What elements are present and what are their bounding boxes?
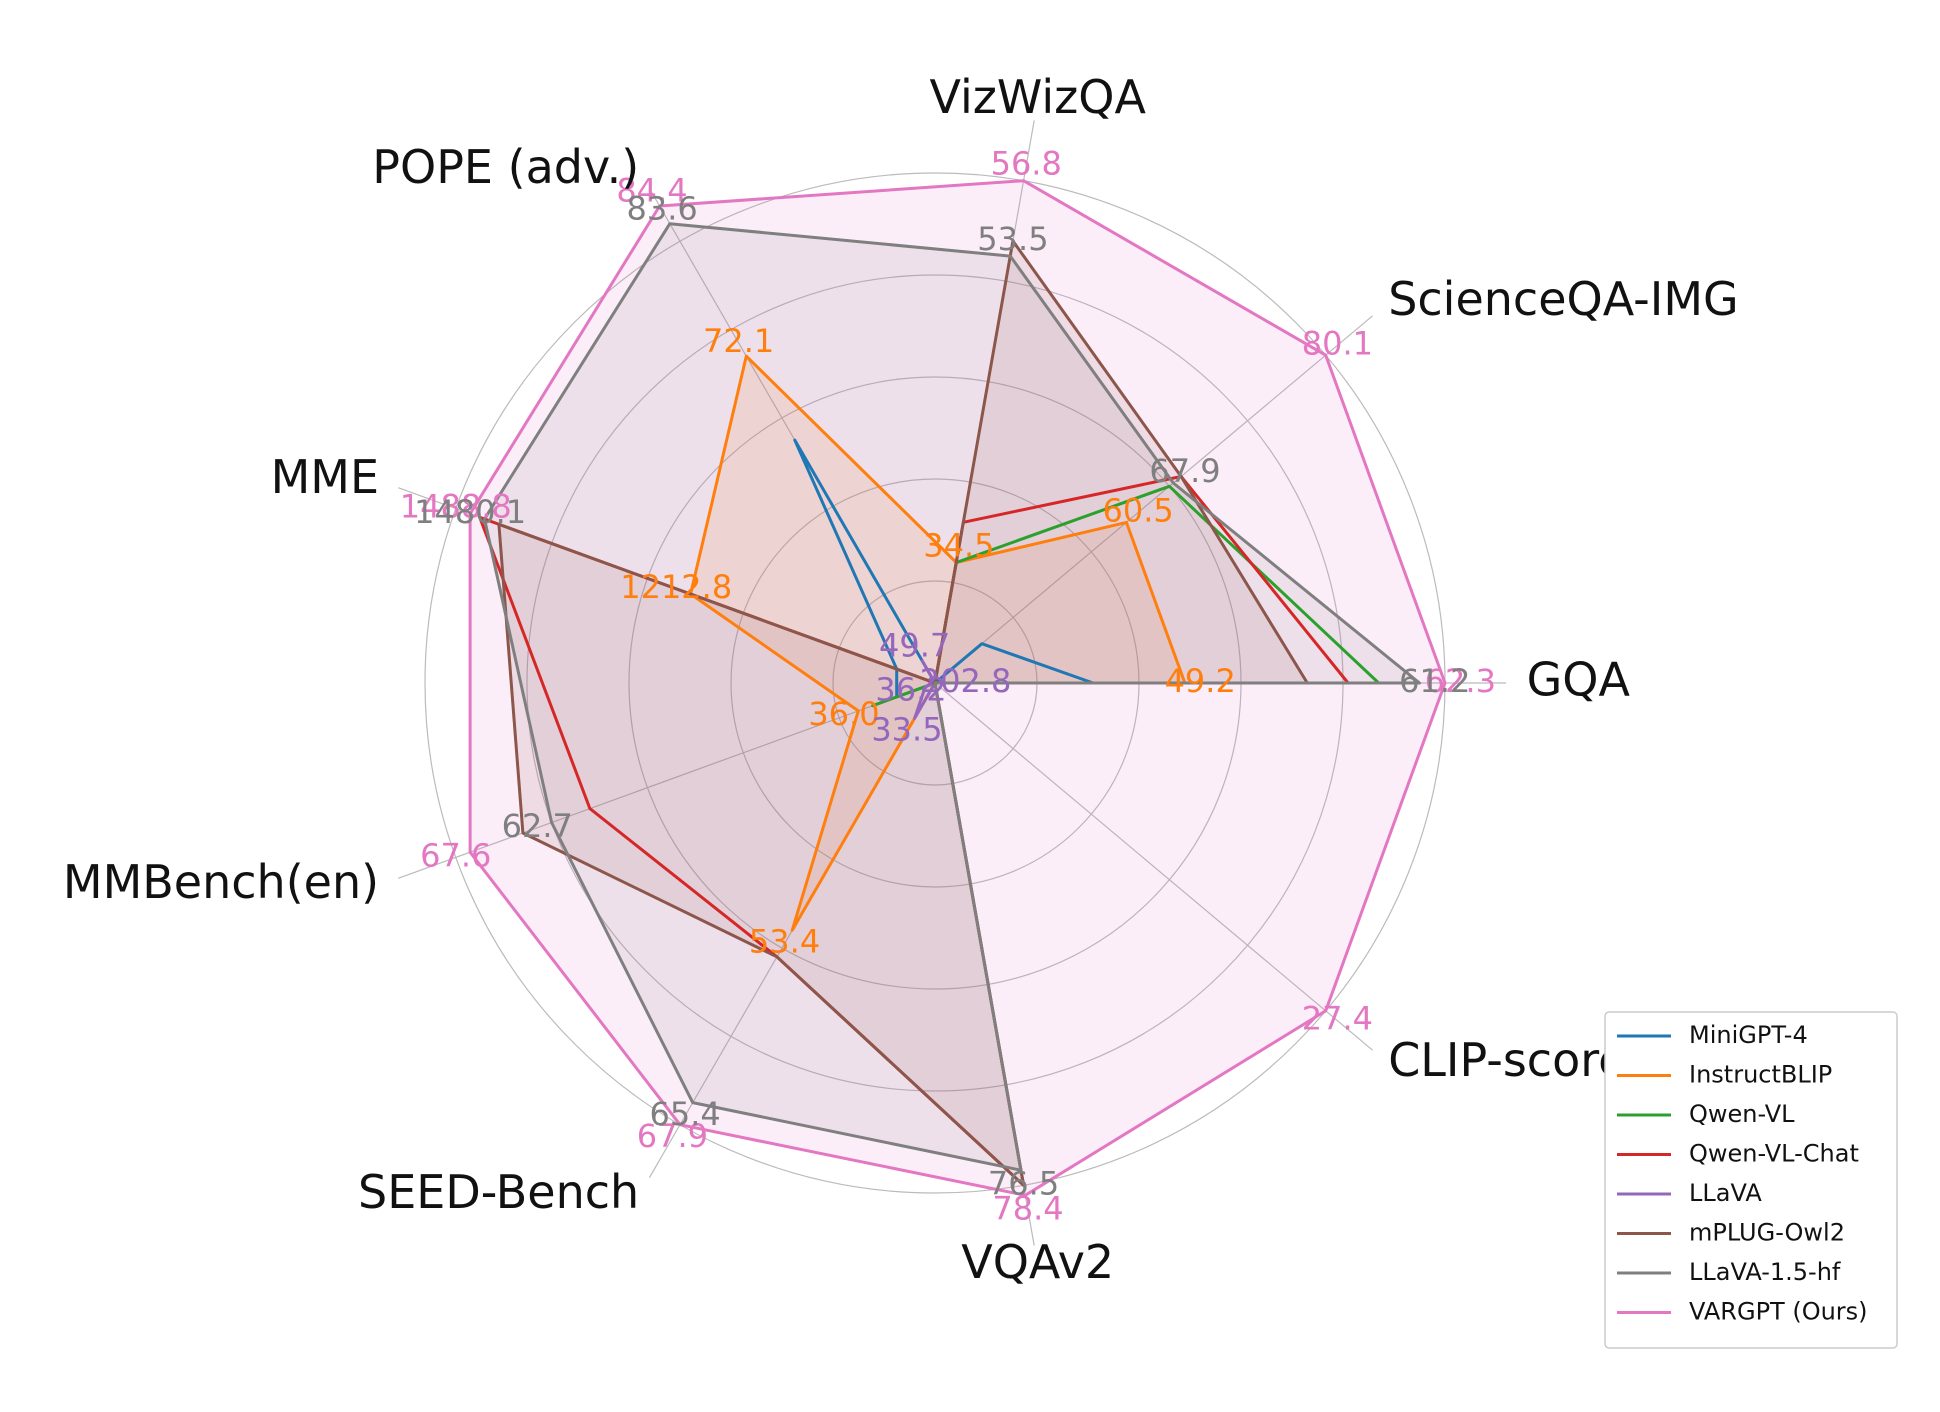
legend-label-llava-1-5-hf: LLaVA-1.5-hf xyxy=(1689,1258,1841,1286)
axis-label-scienceqa-img: ScienceQA-IMG xyxy=(1388,272,1738,326)
value-label: 72.1 xyxy=(703,322,774,360)
legend-label-qwen-vl: Qwen-VL xyxy=(1689,1100,1795,1128)
value-label: 67.6 xyxy=(420,836,491,874)
value-label: 49.7 xyxy=(879,627,950,665)
value-label: 62.7 xyxy=(502,807,573,845)
axis-label-clip-score: CLIP-score xyxy=(1388,1033,1626,1087)
axis-label-vizwizqa: VizWizQA xyxy=(929,70,1146,124)
series-fill-vargpt-ours xyxy=(470,180,1446,1196)
value-label: 80.1 xyxy=(1302,324,1373,362)
legend-label-mplug-owl2: mPLUG-Owl2 xyxy=(1689,1219,1845,1247)
axis-label-mme: MME xyxy=(271,450,379,504)
legend-box xyxy=(1604,1011,1898,1349)
axis-label-pope-adv: POPE (adv.) xyxy=(372,140,639,194)
value-label: 56.8 xyxy=(991,145,1062,183)
series-line-vargpt-ours xyxy=(468,179,1447,1197)
value-label: 67.9 xyxy=(1149,452,1220,490)
series-fill-instructblip xyxy=(690,356,1185,931)
value-label: 33.5 xyxy=(871,711,942,749)
value-label: 78.4 xyxy=(992,1189,1063,1227)
series-line-llava-1-5-hf xyxy=(483,222,1421,1172)
legend-label-qwen-vl-chat: Qwen-VL-Chat xyxy=(1689,1140,1859,1168)
value-label: 60.5 xyxy=(1103,492,1174,530)
value-label: 1212.8 xyxy=(620,568,732,606)
legend-label-instructblip: InstructBLIP xyxy=(1689,1061,1832,1089)
value-label: 65.4 xyxy=(649,1095,720,1133)
axis-label-mmbench-en: MMBench(en) xyxy=(63,855,379,909)
axis-spoke-scienceqa-img xyxy=(934,315,1373,684)
value-label: 36.0 xyxy=(808,695,879,733)
value-labels: 62.361.249.2202.880.167.960.556.853.534.… xyxy=(400,145,1496,1228)
value-label: 62.3 xyxy=(1425,662,1496,700)
value-label: 34.5 xyxy=(923,526,994,564)
axis-label-gqa: GQA xyxy=(1527,653,1631,707)
value-label: 49.2 xyxy=(1165,662,1236,700)
value-label: 202.8 xyxy=(920,662,1012,700)
axis-labels: GQA ScienceQA-IMG VizWizQA POPE (adv.) MME MM… xyxy=(63,70,1739,1289)
legend-label-llava: LLaVA xyxy=(1689,1179,1762,1207)
axis-label-vqav2: VQAv2 xyxy=(961,1235,1114,1289)
value-label: 67.9 xyxy=(637,1117,708,1155)
series-lines xyxy=(468,179,1447,1197)
legend-label-minigpt-4: MiniGPT-4 xyxy=(1689,1021,1808,1049)
series-fill-llava-1-5-hf xyxy=(484,223,1420,1171)
value-label: 84.4 xyxy=(616,172,687,210)
axis-label-seed-bench: SEED-Bench xyxy=(358,1165,639,1219)
legend: MiniGPT-4 InstructBLIP Qwen-VL Qwen-VL-Chat… xyxy=(1604,1011,1898,1349)
series-line-llava xyxy=(913,659,952,720)
series-fill-mplug-owl2 xyxy=(498,241,1308,1186)
value-label: 61.2 xyxy=(1399,662,1470,700)
value-label: 53.5 xyxy=(977,220,1048,258)
value-label: 76.5 xyxy=(988,1164,1059,1202)
axis-spoke-clip-score xyxy=(934,682,1373,1051)
axis-spoke-mmbench-en xyxy=(398,682,936,879)
value-label: 1488.8 xyxy=(400,488,512,526)
value-label: 36.2 xyxy=(875,671,946,709)
value-label: 27.4 xyxy=(1302,1000,1373,1038)
value-label: 53.4 xyxy=(749,923,820,961)
legend-label-vargpt-ours: VARGPT (Ours) xyxy=(1689,1298,1868,1326)
series-fills xyxy=(470,180,1446,1196)
value-label: 1480.1 xyxy=(414,493,526,531)
value-label: 83.6 xyxy=(627,189,698,227)
